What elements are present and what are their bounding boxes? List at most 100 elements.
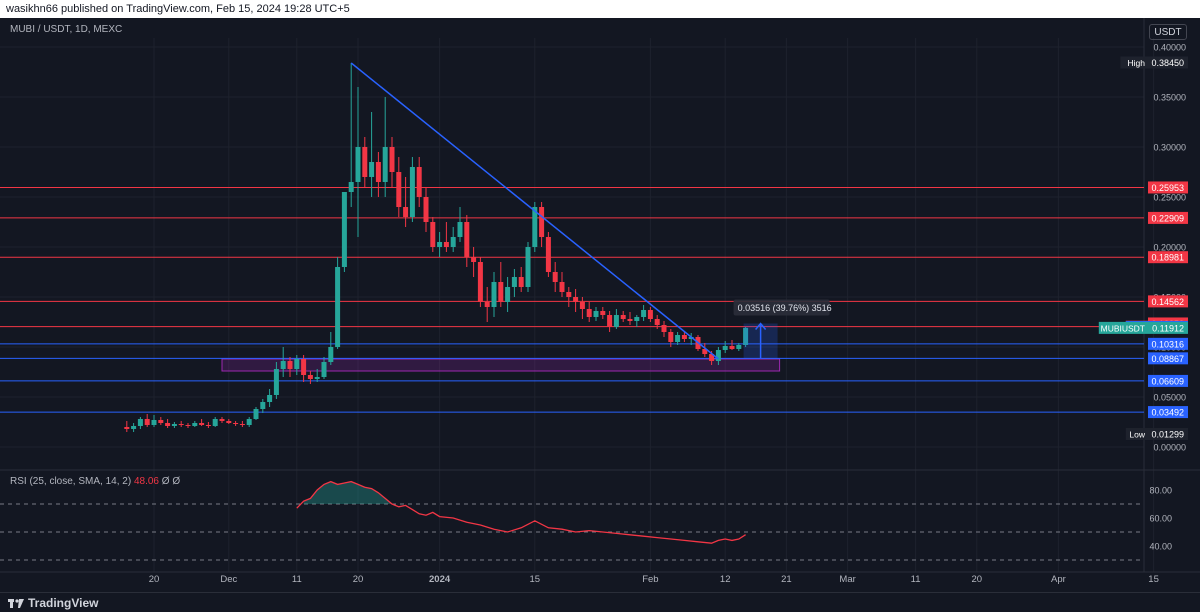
candle xyxy=(545,232,551,277)
candle xyxy=(396,157,402,217)
candle xyxy=(151,415,157,427)
candle xyxy=(443,222,449,252)
candle-body xyxy=(722,346,728,350)
price-tick-label: 0.35000 xyxy=(1153,93,1186,103)
price-label-box xyxy=(1148,56,1188,69)
candle-body xyxy=(416,167,422,197)
candle xyxy=(267,389,273,407)
candle xyxy=(675,332,681,345)
candle-body xyxy=(273,369,279,395)
publish-header: wasikhn66 published on TradingView.com, … xyxy=(0,0,1200,18)
candle-body xyxy=(335,267,341,347)
candle xyxy=(702,343,708,357)
price-label-red: 0.18981 xyxy=(1148,251,1188,264)
candle xyxy=(457,207,463,242)
candle-body xyxy=(260,402,266,409)
price-label-high: 0.38450 High xyxy=(1120,56,1188,69)
candle xyxy=(661,321,667,337)
candle-body xyxy=(409,167,415,217)
candle xyxy=(178,421,184,427)
candle-body xyxy=(607,315,613,327)
candle xyxy=(171,422,177,428)
candle-body xyxy=(518,277,524,287)
candle xyxy=(450,227,456,252)
candle xyxy=(165,419,171,428)
candle xyxy=(464,215,470,267)
candle-body xyxy=(171,424,177,426)
candle-body xyxy=(525,247,531,287)
candle-body xyxy=(233,423,239,424)
candle xyxy=(158,417,164,425)
support-zone xyxy=(221,358,781,372)
price-label-box xyxy=(1148,337,1188,350)
tradingview-logo[interactable]: TradingView xyxy=(8,596,98,610)
chart-canvas[interactable]: 0.03516 (39.76%) 3516 0.40000 0.35000 0.300… xyxy=(0,18,1200,592)
time-tick-label: Dec xyxy=(220,574,237,585)
candle xyxy=(484,287,490,322)
price-label-green: 0.11912 MUBIUSDT xyxy=(1098,321,1188,334)
candle xyxy=(219,417,225,423)
candle xyxy=(355,87,361,237)
candle xyxy=(233,421,239,426)
candle-body xyxy=(396,172,402,207)
candle-body xyxy=(681,335,687,339)
price-label-value: 0.38450 xyxy=(1151,58,1184,68)
candle xyxy=(321,357,327,379)
candle xyxy=(341,192,347,272)
rsi-tick-label: 80.00 xyxy=(1149,486,1172,496)
candle xyxy=(511,269,517,297)
candle-body xyxy=(634,317,640,321)
candle-body xyxy=(294,359,300,369)
candle-body xyxy=(702,349,708,354)
time-tick-label: 12 xyxy=(720,574,731,585)
price-tick-label: 0.30000 xyxy=(1153,143,1186,153)
candle xyxy=(137,417,143,429)
candle-body xyxy=(151,420,157,425)
candle xyxy=(205,422,211,428)
candle xyxy=(260,399,266,413)
candle-body xyxy=(491,282,497,307)
candle-body xyxy=(226,421,232,423)
candle-body xyxy=(729,346,735,349)
time-tick-label: 15 xyxy=(1148,574,1159,585)
footer-bar: TradingView xyxy=(0,592,1200,612)
candle xyxy=(185,423,191,428)
candle-body xyxy=(566,292,572,297)
price-label-tag-box xyxy=(1098,321,1148,334)
candle xyxy=(226,419,232,424)
candle xyxy=(743,327,749,347)
price-label-blue: 0.03492 xyxy=(1148,406,1188,419)
candle-body xyxy=(736,345,742,349)
price-label-tag-box xyxy=(1125,428,1148,441)
candle xyxy=(498,262,504,307)
candle xyxy=(566,287,572,307)
rsi-line xyxy=(296,480,746,544)
unit-button[interactable]: USDT xyxy=(1149,24,1187,40)
candle xyxy=(668,329,674,347)
candle-body xyxy=(709,354,715,361)
candle xyxy=(613,309,619,329)
candle xyxy=(607,311,613,332)
price-tick-label: 0.00000 xyxy=(1153,443,1186,453)
candle xyxy=(307,371,313,384)
price-label-tag-box xyxy=(1120,56,1148,69)
trendline xyxy=(350,62,719,360)
candle-body xyxy=(165,423,171,426)
candle-body xyxy=(287,361,293,369)
candle-body xyxy=(403,207,409,217)
candle-body xyxy=(654,319,660,325)
price-label-value: 0.14562 xyxy=(1151,297,1184,307)
price-label-box xyxy=(1148,211,1188,224)
candle xyxy=(124,421,130,432)
price-label-box xyxy=(1148,406,1188,419)
price-label-blue: 0.08867 xyxy=(1148,352,1188,365)
candle-body xyxy=(559,282,565,292)
candle xyxy=(654,315,660,329)
candle-body xyxy=(124,427,130,429)
price-label-box xyxy=(1148,352,1188,365)
symbol-label: MUBI / USDT, 1D, MEXC xyxy=(10,24,123,35)
time-tick-label: 20 xyxy=(149,574,160,585)
candle-body xyxy=(375,162,381,182)
candle xyxy=(389,137,395,187)
candle-body xyxy=(477,262,483,302)
